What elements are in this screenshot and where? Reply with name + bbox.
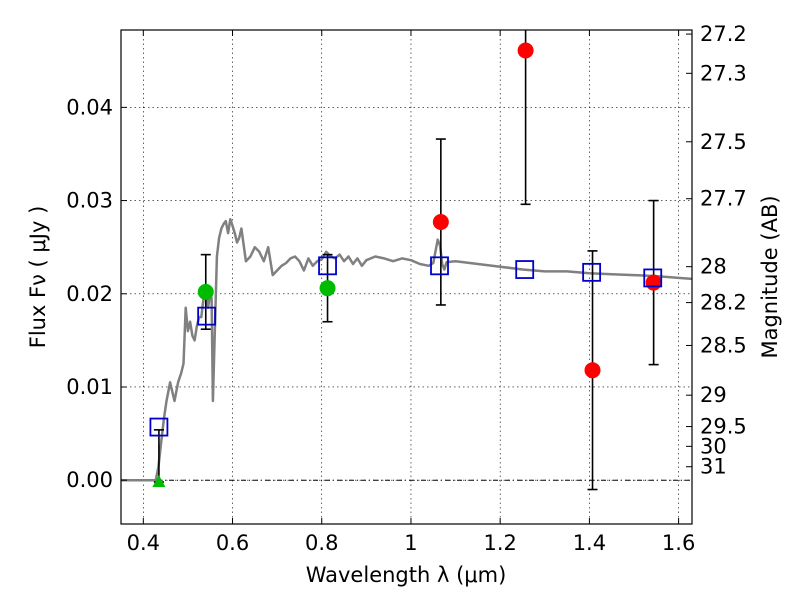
y-axis-label: Flux Fν ( μJy ) [26,206,50,349]
magnitude-tick-label: 28 [700,255,727,279]
magnitude-tick-label: 27.3 [700,61,747,85]
flux-point [584,362,601,379]
y-tick-label: 0.01 [66,375,113,399]
flux-point [319,280,336,297]
x-tick-label: 0.6 [216,531,249,555]
magnitude-tick-label: 29.5 [700,415,747,439]
spectrum-line [121,217,693,482]
model-flux-point [582,262,602,282]
x-tick-label: 1 [404,531,417,555]
magnitude-tick-label: 27.5 [700,130,747,154]
model-spectrum [121,217,693,482]
x-tick-label: 1.2 [483,531,516,555]
model-flux-point [515,260,535,279]
magnitude-tick-label: 27.7 [700,187,747,211]
flux-point [432,214,449,231]
y-tick-label: 0.02 [66,282,113,306]
x-axis-label: Wavelength λ (μm) [306,563,507,587]
y-axis-ticks: 0.00 0.01 0.02 0.03 0.04 [66,95,127,492]
model-flux-point [149,417,169,437]
magnitude-tick-label: 31 [700,455,727,479]
x-tick-label: 0.8 [305,531,338,555]
magnitude-axis-label: Magnitude (AB) [758,195,782,358]
magnitude-tick-label: 30 [700,434,727,458]
x-tick-label: 1.6 [662,531,695,555]
flux-point [645,274,662,291]
magnitude-tick-label: 28.5 [700,333,747,357]
flux-point [197,283,214,300]
plot-frame [120,29,693,525]
model-flux-point [197,306,217,326]
magnitude-tick-label: 27.2 [700,22,747,46]
y-tick-label: 0.00 [66,468,113,492]
model-flux-point [430,256,449,276]
model-flux-point [643,268,663,288]
x-tick-label: 0.4 [127,531,160,555]
data-markers [149,42,663,488]
x-tick-label: 1.4 [573,531,606,555]
flux-point [517,42,534,59]
grid-lines [121,30,692,524]
magnitude-tick-label: 28.2 [700,291,747,315]
model-flux-point [318,256,337,276]
y-tick-label: 0.04 [66,95,113,119]
x-axis-ticks: 0.4 0.6 0.8 1 1.2 1.4 1.6 [127,30,695,555]
upper-limit-point [152,475,166,488]
y-tick-label: 0.03 [66,189,113,213]
magnitude-tick-label: 29 [700,383,727,407]
